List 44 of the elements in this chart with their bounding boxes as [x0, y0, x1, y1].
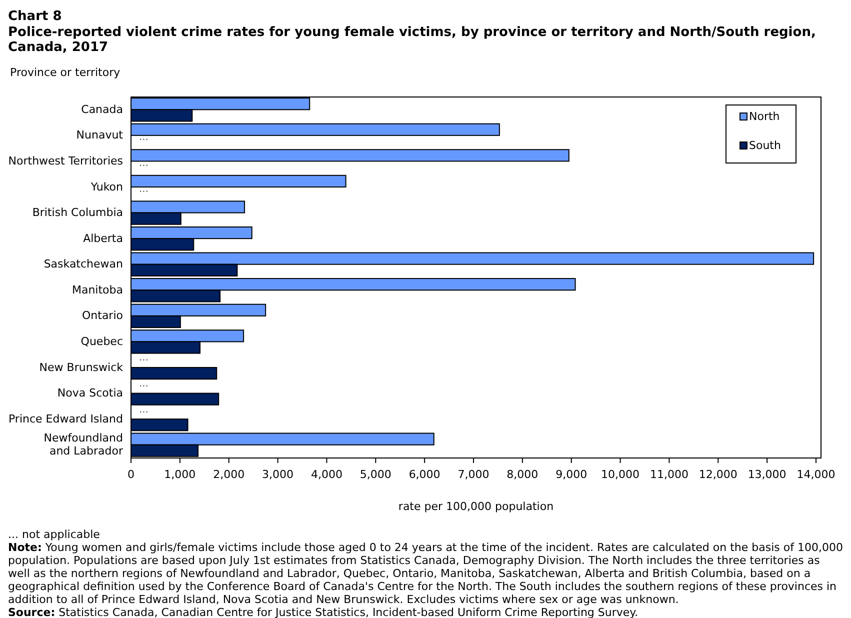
x-axis-title: rate per 100,000 population — [398, 500, 554, 513]
x-tick-label: 11,000 — [650, 468, 688, 481]
x-tick-label: 6,000 — [408, 468, 440, 481]
legend-label: North — [749, 110, 780, 124]
y-tick-label: Nunavut — [76, 128, 124, 142]
y-tick-label: Canada — [81, 102, 123, 116]
y-tick-label: Northwest Territories — [8, 154, 124, 168]
text: ... not applicable — [8, 528, 101, 541]
y-tick-label: Nova Scotia — [57, 386, 123, 400]
legend-label: South — [749, 139, 781, 152]
x-tick-label: 5,000 — [360, 468, 392, 481]
x-tick-label: 4,000 — [310, 468, 342, 481]
y-axis-title: Province or territory — [10, 66, 121, 79]
text: ... — [139, 184, 149, 195]
y-tick-label: British Columbia — [32, 206, 123, 220]
x-tick-label: 2,000 — [213, 468, 245, 481]
x-tick-label: 9,000 — [556, 468, 588, 481]
text: ... — [139, 404, 149, 416]
chart-title: Chart 8 — [8, 9, 62, 24]
chart-subtitle: Police-reported violent crime rates for young female victims, by province or territory and North/South region, Canada, 2017 — [8, 25, 816, 55]
text: ... — [139, 158, 149, 170]
x-tick-label: 14,000 — [796, 468, 836, 481]
x-tick-label: 0 — [128, 468, 134, 481]
y-tick-label: Manitoba — [72, 283, 123, 296]
y-tick-label: Saskatchewan — [44, 258, 124, 271]
y-tick-label: Yukon — [90, 180, 124, 194]
y-tick-label: New Brunswick — [39, 360, 124, 374]
x-tick-label: 3,000 — [262, 468, 294, 481]
y-tick-label: Alberta — [83, 232, 123, 245]
x-tick-label: 1,000 — [164, 468, 196, 481]
y-tick-label: Newfoundland and Labrador — [44, 432, 124, 458]
x-tick-label: 8,000 — [506, 468, 538, 481]
x-tick-label: 7,000 — [458, 468, 490, 481]
x-tick-label: 10,000 — [601, 468, 640, 481]
text: ... — [139, 132, 149, 144]
x-tick-label: 13,000 — [748, 468, 786, 481]
y-tick-label: Ontario — [82, 309, 124, 322]
text: ... — [139, 378, 149, 390]
text: Note: Young women and girls/female victims include those aged 0 to 24 years at the time of the incident. Rates are calculated on the basis of 100,000 population. Populations are based upon July 1st estimates from Statistics Canada, Demography Division. The North includes the three territories as well as the northern regions of Newfoundland and Labrador, Quebec, Ontario, Manitoba, Saskatchewan, Alberta and British Columbia, based on a geographical definition used by the Conference Board of Canada's Centre for the North. The South includes the southern regions of these provinces in addition to all of Prince Edward Island, Nova Scotia and New Brunswick. Excludes victims where sex or age was unknown. — [8, 541, 843, 606]
y-tick-label: Prince Edward Island — [8, 412, 123, 426]
text: ... — [139, 352, 149, 364]
x-tick-label: 12,000 — [698, 468, 738, 481]
y-tick-label: Quebec — [80, 334, 123, 348]
source-note: Source: Statistics Canada, Canadian Centre for Justice Statistics, Incident-based Uniform Crime Reporting Survey. — [8, 606, 640, 618]
